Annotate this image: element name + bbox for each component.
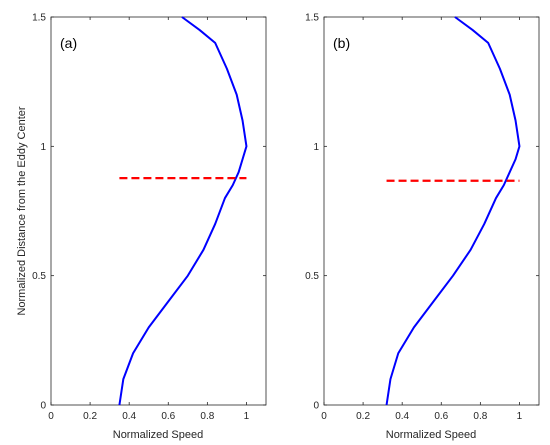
y-axis-label-a: Normalized Distance from the Eddy Center [16, 106, 28, 315]
panel-label-a: (a) [60, 35, 77, 51]
panel-b: 0 0.2 0.4 0.6 0.8 1 0 0.5 1 1.5 (b) Normalized Sp… [305, 13, 540, 441]
y-tick-label-b: 1 [313, 142, 319, 153]
y-tick-label-a: 1 [40, 142, 46, 153]
speed-profile-line-b [385, 16, 521, 406]
x-tick-label-b: 0 [321, 411, 327, 422]
y-tick-label-b: 1.5 [305, 13, 319, 24]
y-tick-label-a: 0.5 [32, 271, 46, 282]
x-tick-label-a: 0.8 [200, 411, 214, 422]
x-tick-label-b: 0.2 [356, 411, 370, 422]
speed-profile-line-a [118, 16, 248, 406]
x-tick-label-b: 1 [517, 411, 523, 422]
x-tick-label-a: 0.2 [83, 411, 97, 422]
panel-a: 0 0.2 0.4 0.6 0.8 1 0 0.5 1 1.5 (a) Normalized Sp… [16, 13, 267, 441]
panel-label-b: (b) [333, 35, 350, 51]
x-axis-label-b: Normalized Speed [386, 429, 477, 441]
x-tick-label-a: 1 [244, 411, 250, 422]
y-tick-label-a: 1.5 [32, 13, 46, 24]
plot-frame-a [50, 16, 267, 406]
x-tick-label-a: 0.4 [122, 411, 136, 422]
y-tick-label-a: 0 [40, 401, 46, 412]
x-tick-label-b: 0.8 [473, 411, 487, 422]
x-tick-label-a: 0 [48, 411, 54, 422]
x-tick-label-b: 0.6 [434, 411, 448, 422]
x-tick-label-a: 0.6 [161, 411, 175, 422]
x-tick-label-b: 0.4 [395, 411, 409, 422]
y-tick-label-b: 0 [313, 401, 319, 412]
plot-frame-b [323, 16, 540, 406]
x-axis-label-a: Normalized Speed [113, 429, 204, 441]
y-tick-label-b: 0.5 [305, 271, 319, 282]
